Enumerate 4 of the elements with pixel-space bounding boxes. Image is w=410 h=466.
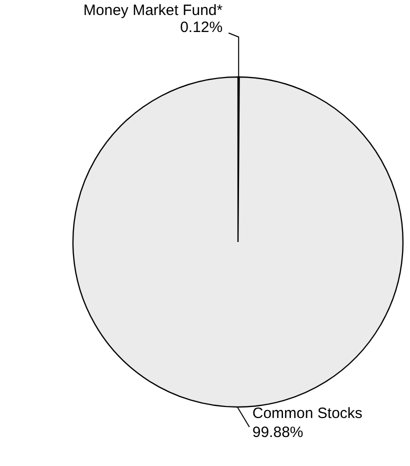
- slice-label: Common Stocks: [252, 405, 362, 422]
- data-label: 0.12%: [180, 19, 223, 36]
- data-label: 99.88%: [252, 424, 304, 441]
- slice-label: Money Market Fund*: [83, 2, 223, 19]
